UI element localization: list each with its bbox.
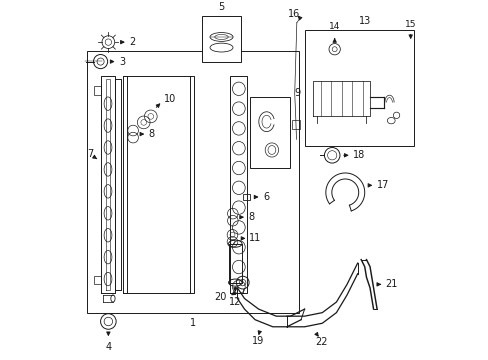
Text: 3: 3 [119, 57, 125, 67]
Text: 2: 2 [129, 37, 136, 47]
Text: 1: 1 [190, 318, 196, 328]
Text: 11: 11 [249, 233, 261, 243]
Text: 14: 14 [328, 22, 340, 31]
Text: 10: 10 [163, 94, 176, 104]
Bar [87, 51, 299, 312]
Text: 18: 18 [353, 150, 365, 160]
Bar [202, 15, 241, 62]
Text: 20: 20 [214, 292, 226, 302]
Bar [249, 97, 290, 168]
Bar [93, 86, 101, 95]
Text: 13: 13 [358, 16, 370, 26]
Text: 5: 5 [218, 2, 224, 12]
Bar [93, 275, 101, 284]
Bar [243, 194, 249, 200]
Text: 19: 19 [251, 336, 264, 346]
Bar [292, 120, 300, 129]
Text: 22: 22 [315, 337, 327, 347]
Text: 21: 21 [385, 279, 397, 289]
Text: 9: 9 [293, 89, 300, 98]
Text: 16: 16 [287, 9, 300, 19]
Text: 8: 8 [248, 212, 254, 222]
Text: 7: 7 [87, 149, 93, 158]
Text: 6: 6 [263, 192, 268, 202]
Text: 17: 17 [376, 180, 388, 190]
Bar [304, 30, 413, 147]
Text: 12: 12 [229, 297, 241, 307]
Text: 4: 4 [105, 342, 111, 352]
Text: 8: 8 [148, 129, 155, 139]
Text: 15: 15 [404, 20, 416, 29]
